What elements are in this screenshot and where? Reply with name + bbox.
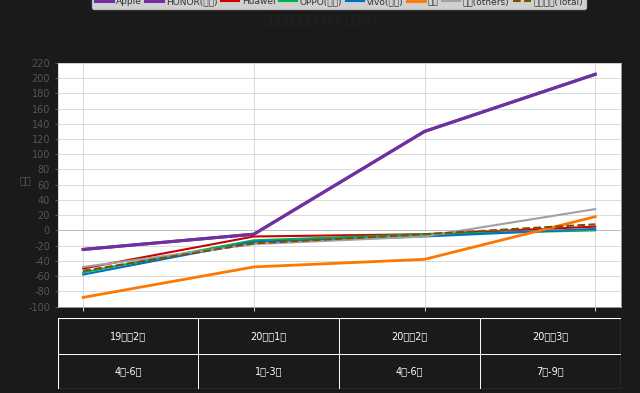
Line: vivo(小米): vivo(小米): [83, 229, 595, 275]
Text: 4月-6月: 4月-6月: [115, 366, 141, 376]
Apple: [79, 247, 87, 252]
Text: 1月-3月: 1月-3月: [255, 366, 282, 376]
Text: 20年第2季: 20年第2季: [392, 331, 428, 341]
Line: Apple: Apple: [83, 74, 595, 250]
OPPO(小米): [591, 228, 599, 233]
HONOR(荣耀): [250, 232, 258, 237]
全球市场(Total): [591, 222, 599, 227]
vivo(小米): [250, 239, 258, 244]
全球市场(Total): [420, 232, 428, 237]
Huawei: [79, 266, 87, 271]
Line: Huawei: Huawei: [83, 227, 595, 268]
OPPO(小米): [250, 238, 258, 242]
Line: HONOR(荣耀): HONOR(荣耀): [83, 74, 595, 250]
Line: OPPO(小米): OPPO(小米): [83, 230, 595, 272]
全球市场(Total): [250, 241, 258, 246]
Text: 20年第1季: 20年第1季: [251, 331, 287, 341]
Line: 小米: 小米: [83, 217, 595, 298]
Apple: [591, 72, 599, 77]
全球市场(Total): [79, 268, 87, 273]
其他(others): [79, 264, 87, 269]
其他(others): [420, 234, 428, 239]
Apple: [250, 232, 258, 237]
其他(others): [591, 207, 599, 211]
Legend: Apple, HONOR(荣耀), Huawei, OPPO(小米), vivo(小米), 小米, 其他(others), 全球市场(Total): Apple, HONOR(荣耀), Huawei, OPPO(小米), vivo…: [92, 0, 586, 9]
HONOR(荣耀): [591, 72, 599, 77]
Huawei: [591, 224, 599, 229]
vivo(小米): [79, 272, 87, 277]
OPPO(小米): [79, 270, 87, 275]
Huawei: [420, 232, 428, 237]
Text: 4月-6月: 4月-6月: [396, 366, 423, 376]
Line: 其他(others): 其他(others): [83, 209, 595, 267]
其他(others): [250, 242, 258, 246]
小米: [250, 264, 258, 269]
OPPO(小米): [420, 232, 428, 237]
Text: 出货量前瞻变化(YoY 增长%): 出货量前瞻变化(YoY 增长%): [263, 14, 377, 27]
小米: [591, 214, 599, 219]
vivo(小米): [420, 234, 428, 239]
vivo(小米): [591, 226, 599, 231]
Text: 19年第2季: 19年第2季: [110, 331, 146, 341]
小米: [79, 295, 87, 300]
Text: 20年第3季: 20年第3季: [532, 331, 568, 341]
Apple: [420, 129, 428, 134]
Text: 7月-9月: 7月-9月: [536, 366, 564, 376]
Line: 全球市场(Total): 全球市场(Total): [83, 224, 595, 271]
小米: [420, 257, 428, 262]
Y-axis label: 增长: 增长: [19, 175, 31, 185]
HONOR(荣耀): [420, 129, 428, 134]
HONOR(荣耀): [79, 247, 87, 252]
Huawei: [250, 234, 258, 239]
